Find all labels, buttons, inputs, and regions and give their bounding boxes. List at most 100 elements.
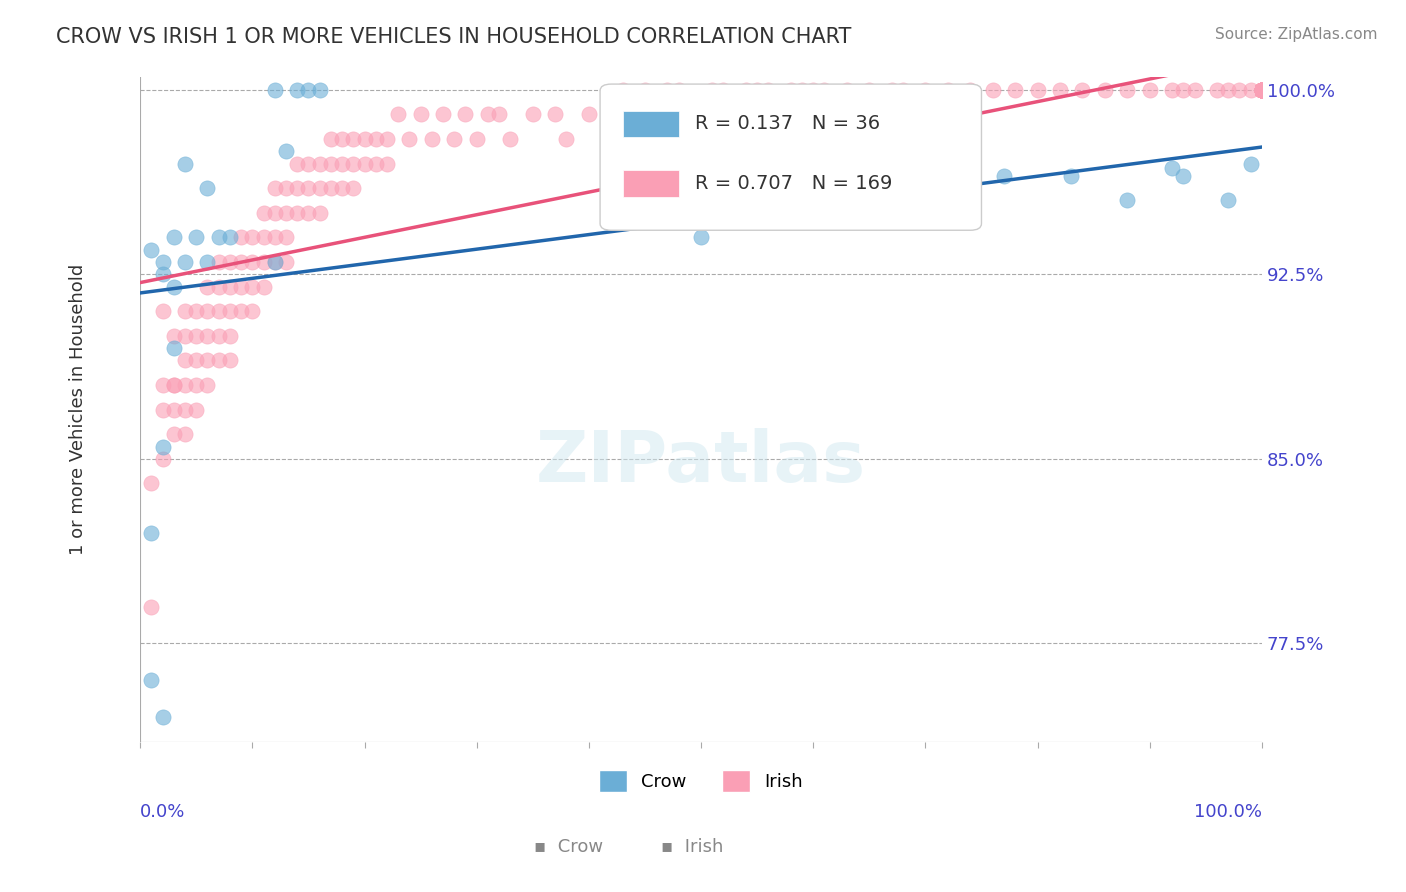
Point [465,132,488,146]
Point [319,156,342,170]
Point [432,107,454,121]
Point [353,156,375,170]
Point [1251,83,1274,97]
Text: 0.0%: 0.0% [141,804,186,822]
Point [297,181,319,195]
Point [1251,83,1274,97]
Point [285,156,308,170]
Point [1251,83,1274,97]
Point [208,279,231,293]
Point [141,243,163,257]
Point [914,83,936,97]
Point [1094,83,1116,97]
Point [1251,83,1274,97]
Point [880,83,903,97]
Point [342,156,364,170]
Point [330,132,353,146]
Point [353,132,375,146]
Point [600,107,623,121]
Point [756,83,779,97]
Point [1251,83,1274,97]
Point [285,206,308,220]
Point [578,107,600,121]
Point [420,132,443,146]
Point [745,83,768,97]
Point [274,145,297,159]
Point [219,255,242,269]
Legend: Crow, Irish: Crow, Irish [592,763,810,799]
Point [801,83,824,97]
Point [387,107,409,121]
Point [263,255,285,269]
Point [835,83,858,97]
Point [1251,83,1274,97]
Point [1251,83,1274,97]
Point [186,328,208,343]
Point [1251,83,1274,97]
Point [263,181,285,195]
Point [186,402,208,417]
Point [690,107,713,121]
Point [308,206,330,220]
Point [488,107,510,121]
Point [1218,194,1240,208]
Point [522,107,544,121]
Point [252,255,274,269]
Point [263,230,285,244]
Point [330,156,353,170]
Point [1139,83,1161,97]
Point [219,304,242,318]
Point [186,353,208,368]
Point [163,402,186,417]
Text: R = 0.707   N = 169: R = 0.707 N = 169 [696,174,893,194]
Point [1251,83,1274,97]
Point [163,427,186,442]
Point [1071,83,1094,97]
Text: ZIPatlas: ZIPatlas [536,428,866,498]
Point [152,378,174,392]
Point [240,230,263,244]
Point [174,353,197,368]
Point [1251,83,1274,97]
Point [612,83,634,97]
Point [152,440,174,454]
Point [858,83,880,97]
Point [544,107,567,121]
Point [141,673,163,688]
Point [993,169,1015,183]
Text: 100.0%: 100.0% [1194,804,1263,822]
Point [645,107,668,121]
Point [263,206,285,220]
Point [297,156,319,170]
Point [555,132,578,146]
Point [308,83,330,97]
Point [790,83,813,97]
Point [634,83,657,97]
Point [824,107,846,121]
Point [197,378,219,392]
Text: CROW VS IRISH 1 OR MORE VEHICLES IN HOUSEHOLD CORRELATION CHART: CROW VS IRISH 1 OR MORE VEHICLES IN HOUS… [56,27,852,46]
Text: ▪  Crow: ▪ Crow [534,838,603,856]
Point [1060,169,1083,183]
Point [252,230,274,244]
Point [443,132,465,146]
Point [208,353,231,368]
Point [779,83,801,97]
Text: ▪  Irish: ▪ Irish [661,838,723,856]
Point [1229,83,1251,97]
Point [263,83,285,97]
Point [623,107,645,121]
Point [308,181,330,195]
Point [152,402,174,417]
Point [229,255,252,269]
Point [319,181,342,195]
Point [163,378,186,392]
Text: 1 or more Vehicles in Household: 1 or more Vehicles in Household [69,264,87,556]
Point [668,83,690,97]
Point [1251,83,1274,97]
Point [308,156,330,170]
Bar [623,111,679,137]
Point [1251,83,1274,97]
Point [702,194,724,208]
Point [141,476,163,491]
